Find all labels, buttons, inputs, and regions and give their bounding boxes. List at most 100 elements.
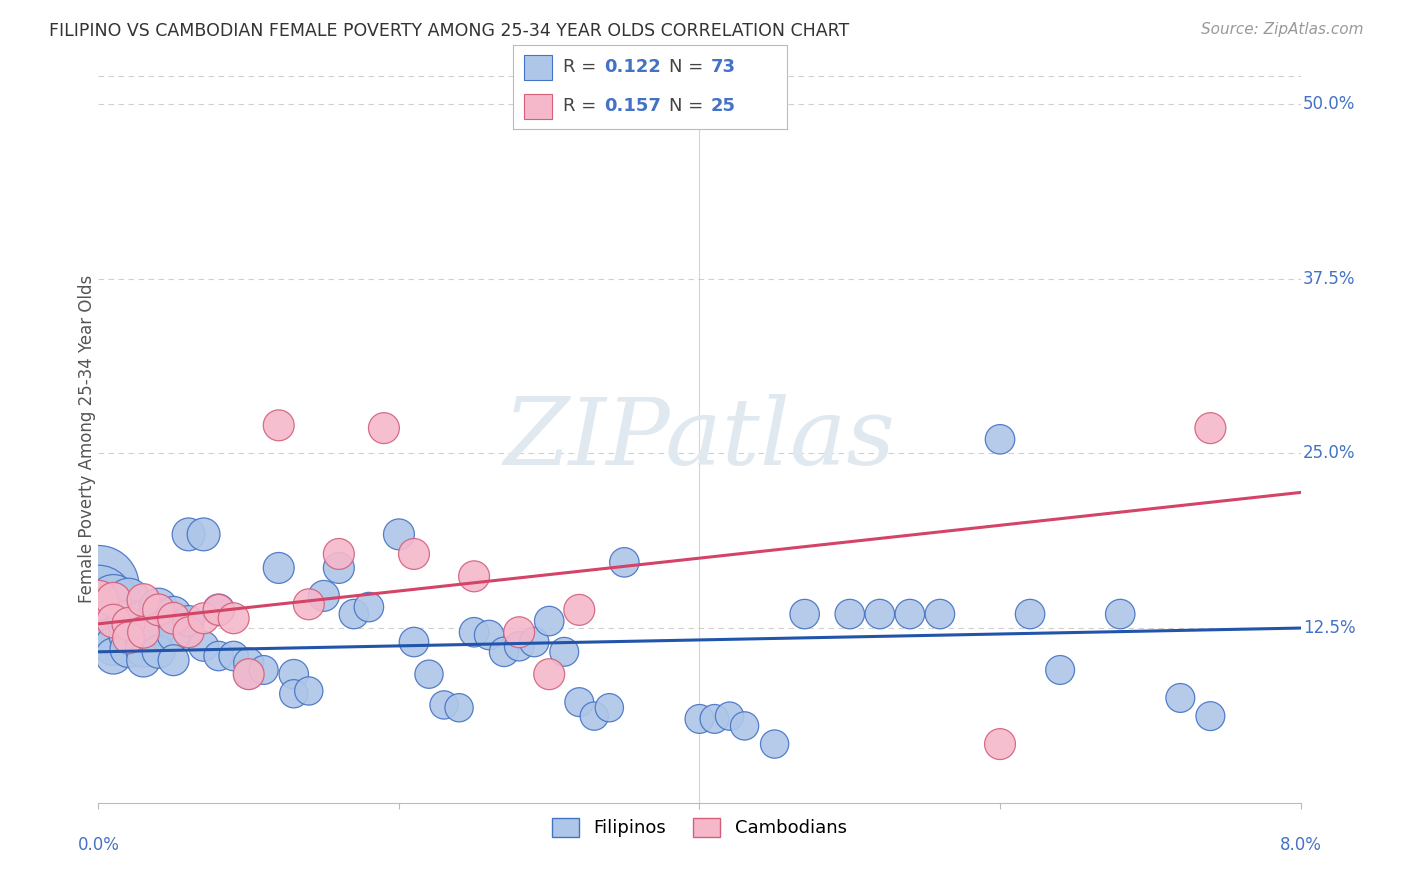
- Point: [103, 628, 125, 642]
- Point: [267, 561, 290, 575]
- Point: [283, 687, 305, 701]
- Point: [312, 589, 335, 603]
- Text: 0.0%: 0.0%: [77, 836, 120, 854]
- FancyBboxPatch shape: [524, 54, 551, 80]
- Text: 73: 73: [710, 59, 735, 77]
- Point: [87, 579, 110, 593]
- Point: [869, 607, 891, 621]
- Point: [132, 625, 155, 640]
- Point: [343, 607, 366, 621]
- Point: [1168, 690, 1191, 705]
- Point: [103, 614, 125, 628]
- Point: [132, 614, 155, 628]
- Point: [87, 593, 110, 607]
- Point: [222, 611, 245, 625]
- Text: R =: R =: [562, 59, 602, 77]
- Point: [463, 625, 485, 640]
- Text: 8.0%: 8.0%: [1279, 836, 1322, 854]
- Point: [478, 628, 501, 642]
- Point: [103, 639, 125, 653]
- Point: [208, 648, 231, 663]
- Point: [463, 569, 485, 583]
- Point: [898, 607, 921, 621]
- Point: [688, 712, 710, 726]
- Point: [838, 607, 860, 621]
- Point: [388, 527, 411, 541]
- Text: R =: R =: [562, 97, 602, 115]
- Point: [418, 667, 440, 681]
- Point: [87, 621, 110, 635]
- Point: [238, 667, 260, 681]
- Point: [162, 607, 184, 621]
- Point: [402, 635, 425, 649]
- Point: [208, 603, 231, 617]
- Point: [193, 527, 215, 541]
- Text: 25.0%: 25.0%: [1303, 444, 1355, 462]
- Point: [538, 614, 561, 628]
- Point: [598, 700, 620, 714]
- Point: [763, 737, 786, 751]
- Text: ZIPatlas: ZIPatlas: [503, 394, 896, 484]
- Point: [103, 648, 125, 663]
- Point: [117, 593, 139, 607]
- Point: [1199, 709, 1222, 723]
- Point: [193, 611, 215, 625]
- FancyBboxPatch shape: [524, 94, 551, 120]
- Point: [148, 645, 170, 659]
- Text: Source: ZipAtlas.com: Source: ZipAtlas.com: [1201, 22, 1364, 37]
- Point: [508, 639, 530, 653]
- Text: 25: 25: [710, 97, 735, 115]
- Point: [988, 737, 1011, 751]
- Point: [328, 561, 350, 575]
- Point: [538, 667, 561, 681]
- Point: [117, 616, 139, 631]
- Point: [148, 603, 170, 617]
- Point: [208, 603, 231, 617]
- Point: [402, 547, 425, 561]
- Point: [283, 667, 305, 681]
- Point: [148, 600, 170, 615]
- Point: [447, 700, 470, 714]
- Point: [583, 709, 606, 723]
- Text: N =: N =: [669, 59, 710, 77]
- Point: [103, 593, 125, 607]
- Point: [718, 709, 741, 723]
- Legend: Filipinos, Cambodians: Filipinos, Cambodians: [544, 811, 855, 845]
- Point: [734, 719, 756, 733]
- Point: [222, 648, 245, 663]
- Point: [298, 684, 321, 698]
- Point: [357, 600, 380, 615]
- Text: 50.0%: 50.0%: [1303, 95, 1355, 112]
- Point: [793, 607, 815, 621]
- Point: [553, 645, 575, 659]
- Point: [508, 625, 530, 640]
- Point: [117, 628, 139, 642]
- Point: [298, 597, 321, 611]
- Point: [433, 698, 456, 712]
- Text: FILIPINO VS CAMBODIAN FEMALE POVERTY AMONG 25-34 YEAR OLDS CORRELATION CHART: FILIPINO VS CAMBODIAN FEMALE POVERTY AMO…: [49, 22, 849, 40]
- Point: [238, 656, 260, 670]
- Point: [568, 695, 591, 709]
- Point: [1049, 663, 1071, 677]
- Text: 37.5%: 37.5%: [1303, 269, 1355, 287]
- Point: [103, 593, 125, 607]
- Point: [117, 642, 139, 657]
- Point: [703, 712, 725, 726]
- Point: [103, 614, 125, 628]
- Text: N =: N =: [669, 97, 710, 115]
- Point: [117, 631, 139, 645]
- Point: [132, 593, 155, 607]
- Point: [132, 642, 155, 657]
- Point: [87, 607, 110, 621]
- Text: 0.122: 0.122: [603, 59, 661, 77]
- Point: [568, 603, 591, 617]
- Point: [253, 663, 276, 677]
- Point: [988, 432, 1011, 446]
- Point: [162, 628, 184, 642]
- Text: 12.5%: 12.5%: [1303, 619, 1355, 637]
- Point: [238, 667, 260, 681]
- Point: [162, 611, 184, 625]
- Point: [177, 625, 200, 640]
- Point: [928, 607, 950, 621]
- Point: [373, 421, 395, 435]
